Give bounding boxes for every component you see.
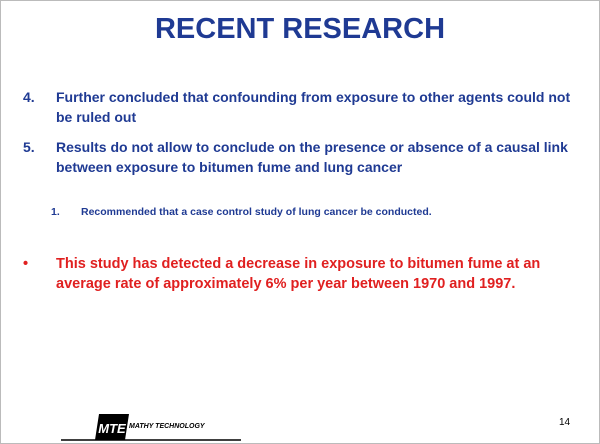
item-text: Results do not allow to conclude on the … (56, 139, 568, 175)
bullet-marker: • (23, 256, 29, 272)
item-text: Further concluded that confounding from … (56, 89, 571, 125)
logo-box (95, 414, 129, 440)
slide-title: RECENT RESEARCH (154, 13, 446, 45)
company-name: MATHY TECHNOLOGY (129, 423, 205, 430)
item-marker: 5. (23, 139, 35, 155)
subitem-marker: 1. (51, 206, 60, 218)
footer-graphics: MTE (61, 414, 241, 441)
item-marker: 4. (23, 89, 35, 105)
subitem-text: Recommended that a case control study of… (81, 206, 432, 218)
logo-mark: MTE (98, 421, 126, 436)
highlight-text: This study has detected a decrease in ex… (56, 256, 541, 292)
page-number: 14 (559, 417, 571, 428)
